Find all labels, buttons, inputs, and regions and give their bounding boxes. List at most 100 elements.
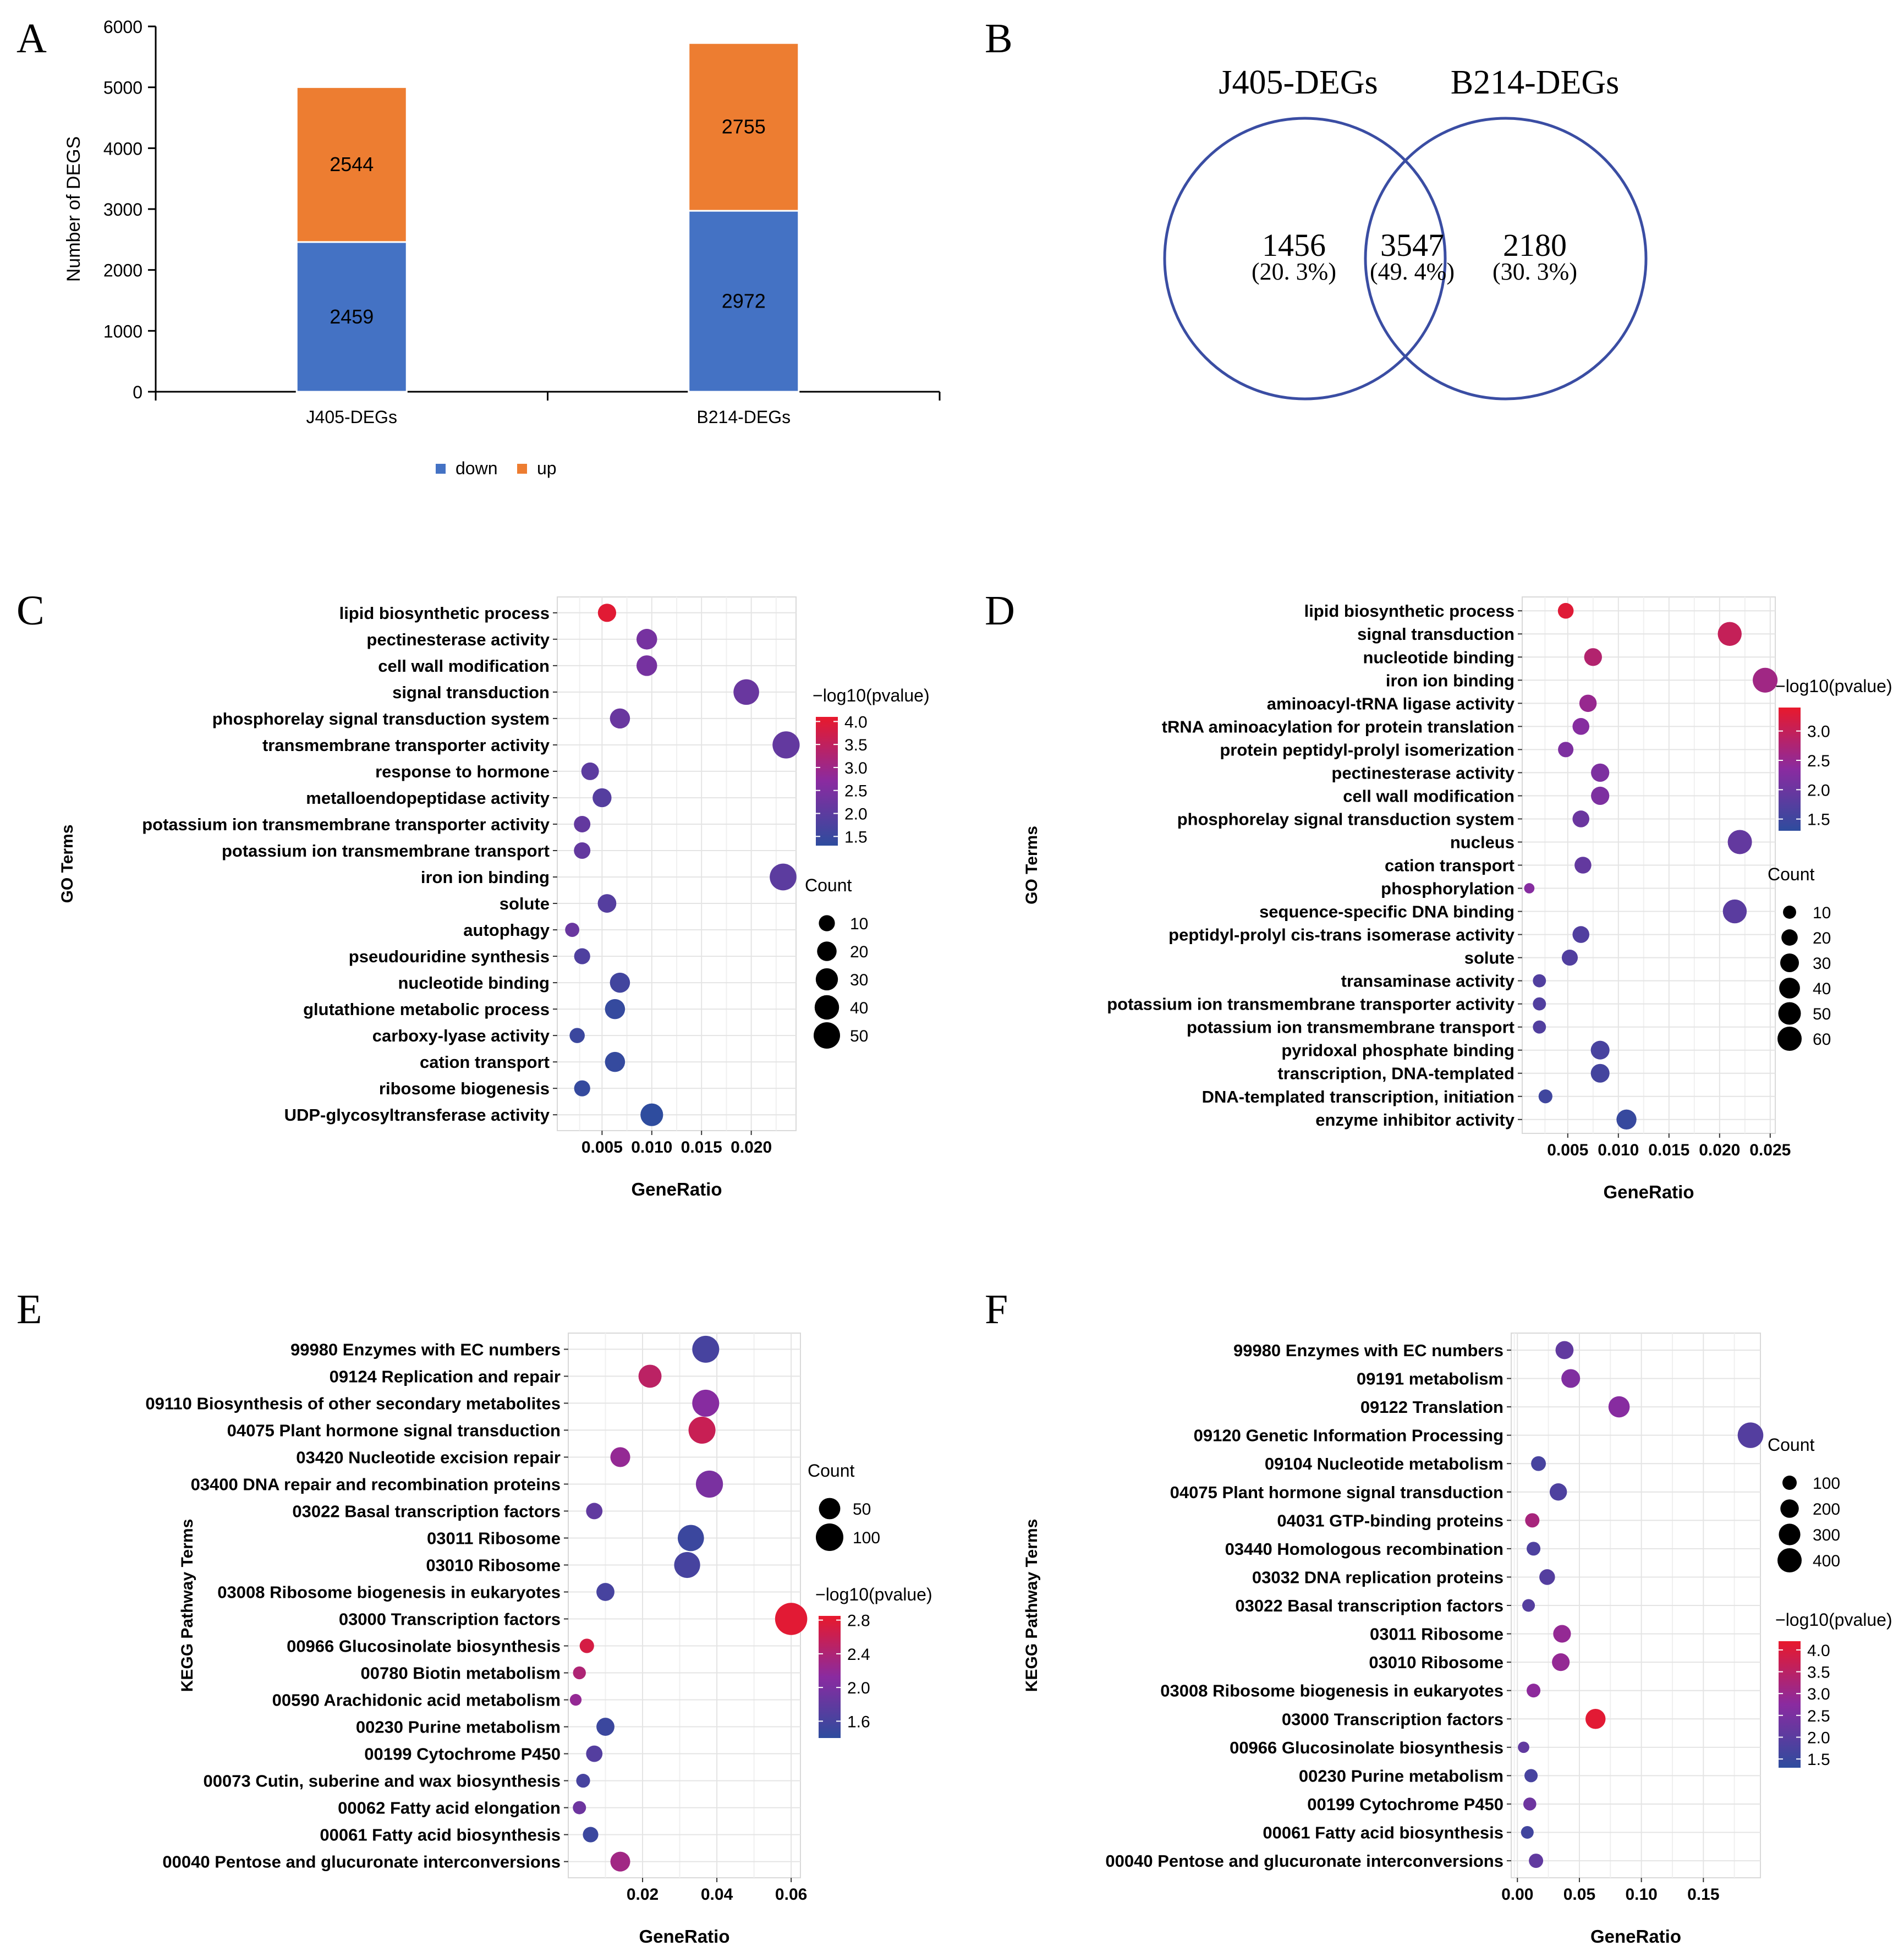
- color-legend-bar: [819, 1616, 841, 1738]
- y-axis-title: GO Terms: [1023, 826, 1041, 905]
- term-label: 03008 Ribosome biogenesis in eukaryotes: [217, 1582, 561, 1602]
- size-legend-label: 20: [1813, 929, 1831, 947]
- term-label: 03032 DNA replication proteins: [1252, 1567, 1504, 1587]
- data-point: [1608, 1396, 1630, 1418]
- term-label: nucleus: [1450, 832, 1515, 852]
- size-legend-dot: [1778, 1002, 1801, 1025]
- term-label: protein peptidyl-prolyl isomerization: [1220, 740, 1515, 759]
- x-tick-label: 0.05: [1563, 1885, 1595, 1904]
- data-point: [1584, 648, 1602, 666]
- x-tick-label: 0.010: [631, 1138, 672, 1156]
- term-label: 00966 Glucosinolate biosynthesis: [287, 1637, 561, 1656]
- data-point: [1524, 1769, 1538, 1783]
- term-label: lipid biosynthetic process: [1304, 601, 1515, 621]
- venn-pct-left: (20. 3%): [1252, 258, 1336, 285]
- data-point: [1531, 1456, 1546, 1471]
- venn-circle-b214: [1364, 117, 1648, 401]
- size-legend-dot: [816, 1523, 843, 1551]
- color-legend-title: −log10(pvalue): [1775, 1610, 1892, 1630]
- data-point: [610, 972, 630, 993]
- bar-segment: [295, 241, 408, 393]
- color-legend-label: 2.5: [1807, 752, 1830, 770]
- x-tick-label: 0.06: [775, 1885, 807, 1904]
- go-dotplot-c: lipid biosynthetic process pectinesterase…: [58, 596, 930, 1199]
- x-tick-label: 0.10: [1625, 1885, 1657, 1904]
- term-label: iron ion binding: [1386, 671, 1515, 690]
- size-legend-label: 30: [1813, 955, 1831, 973]
- data-point: [688, 1416, 716, 1444]
- term-label: carboxy-lyase activity: [372, 1026, 550, 1045]
- term-label: potassium ion transmembrane transporter …: [142, 815, 550, 834]
- data-point: [597, 604, 617, 622]
- color-legend-label: 1.5: [1807, 811, 1830, 829]
- y-axis-label: Number of DEGS: [63, 136, 84, 282]
- size-legend-dot: [817, 941, 837, 961]
- term-label: 03000 Transcription factors: [1282, 1709, 1504, 1729]
- term-label: phosphorelay signal transduction system: [212, 709, 550, 728]
- term-label: 09104 Nucleotide metabolism: [1265, 1454, 1504, 1473]
- term-label: 00780 Biotin metabolism: [360, 1664, 561, 1683]
- size-legend-label: 50: [1813, 1005, 1831, 1023]
- data-point: [596, 1718, 614, 1736]
- data-point: [569, 1028, 585, 1043]
- data-point: [1561, 950, 1578, 966]
- size-legend-label: 10: [850, 915, 868, 933]
- data-point: [610, 1447, 630, 1467]
- term-label: 03420 Nucleotide excision repair: [296, 1448, 561, 1467]
- term-label: 04075 Plant hormone signal transduction: [227, 1421, 561, 1440]
- size-legend-dot: [1783, 906, 1796, 919]
- data-point: [569, 1693, 582, 1706]
- size-legend-dot: [1782, 1476, 1797, 1490]
- size-legend-dot: [814, 995, 839, 1020]
- term-label: tRNA aminoacylation for protein translat…: [1162, 717, 1515, 736]
- y-axis-title: KEGG Pathway Terms: [178, 1519, 196, 1692]
- size-legend-dot: [1780, 953, 1799, 973]
- legend-label: down: [456, 458, 498, 478]
- term-label: 03440 Homologous recombination: [1225, 1539, 1504, 1559]
- term-label: metalloendopeptidase activity: [306, 788, 550, 808]
- data-point: [1533, 974, 1546, 988]
- term-label: 03010 Ribosome: [1369, 1653, 1504, 1672]
- data-point: [1737, 1422, 1764, 1448]
- term-label: ribosome biogenesis: [379, 1079, 550, 1098]
- data-point: [610, 1851, 630, 1872]
- term-label: 00590 Arachidonic acid metabolism: [272, 1691, 561, 1710]
- color-legend-label: 2.8: [847, 1612, 870, 1630]
- term-label: signal transduction: [392, 683, 550, 702]
- term-label: potassium ion transmembrane transport: [222, 841, 550, 860]
- bars: J405-DEGs 2459 2544 B214-DEGs 2972 2755: [295, 42, 800, 427]
- data-point: [1591, 786, 1610, 805]
- color-legend-title: −log10(pvalue): [1775, 676, 1892, 696]
- data-point: [1718, 622, 1742, 646]
- data-point: [605, 999, 625, 1019]
- size-legend-dot: [1781, 929, 1798, 946]
- x-axis-title: GeneRatio: [1590, 1926, 1681, 1947]
- data-point: [605, 1051, 625, 1072]
- size-legend-label: 300: [1813, 1526, 1840, 1544]
- term-label: 03011 Ribosome: [427, 1528, 561, 1548]
- data-point: [576, 1773, 590, 1788]
- data-point: [1590, 1064, 1610, 1083]
- data-point: [1558, 742, 1574, 758]
- color-legend-label: 2.0: [1807, 781, 1830, 799]
- y-tick-label: 1000: [103, 321, 142, 341]
- color-legend-label: 3.0: [1807, 723, 1830, 741]
- size-legend-label: 100: [1813, 1474, 1840, 1493]
- data-point: [1557, 602, 1574, 619]
- stacked-bar-chart: Number of DEGS 0 1000 2000 3000 4000 5000 6000…: [63, 17, 941, 478]
- data-point: [574, 842, 591, 859]
- legend-swatch: [517, 464, 527, 474]
- data-point: [1591, 763, 1610, 782]
- term-label: pyridoxal phosphate binding: [1281, 1041, 1515, 1060]
- term-label: aminoacyl-tRNA ligase activity: [1267, 694, 1515, 713]
- term-label: 03011 Ribosome: [1370, 1625, 1504, 1644]
- term-label: 03400 DNA repair and recombination prote…: [191, 1474, 561, 1494]
- term-label: iron ion binding: [421, 868, 550, 887]
- venn-count-left: 1456: [1262, 227, 1326, 263]
- color-legend-label: 2.0: [1807, 1729, 1830, 1747]
- size-legend-title: Count: [808, 1461, 855, 1481]
- data-point: [677, 1525, 704, 1552]
- term-label: 03022 Basal transcription factors: [292, 1501, 561, 1521]
- size-legend-dot: [1777, 1548, 1802, 1572]
- term-label: 03000 Transcription factors: [339, 1610, 561, 1629]
